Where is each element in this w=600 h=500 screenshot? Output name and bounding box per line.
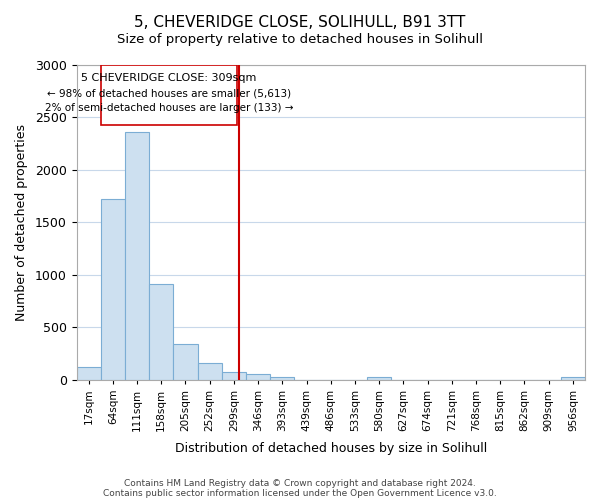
Text: Contains public sector information licensed under the Open Government Licence v3: Contains public sector information licen… [103,488,497,498]
Bar [173,344,197,380]
Bar [149,284,173,380]
Text: Contains HM Land Registry data © Crown copyright and database right 2024.: Contains HM Land Registry data © Crown c… [124,478,476,488]
Text: Size of property relative to detached houses in Solihull: Size of property relative to detached ho… [117,32,483,46]
Text: 5 CHEVERIDGE CLOSE: 309sqm: 5 CHEVERIDGE CLOSE: 309sqm [82,72,257,83]
Bar [125,132,149,380]
Bar [101,200,125,380]
X-axis label: Distribution of detached houses by size in Solihull: Distribution of detached houses by size … [175,442,487,455]
Bar [222,372,246,380]
Text: ← 98% of detached houses are smaller (5,613): ← 98% of detached houses are smaller (5,… [47,88,291,98]
Bar [246,374,270,380]
Text: 5, CHEVERIDGE CLOSE, SOLIHULL, B91 3TT: 5, CHEVERIDGE CLOSE, SOLIHULL, B91 3TT [134,15,466,30]
Bar [270,377,295,380]
Bar [77,367,101,380]
Bar [367,376,391,380]
Text: 2% of semi-detached houses are larger (133) →: 2% of semi-detached houses are larger (1… [45,104,293,114]
Y-axis label: Number of detached properties: Number of detached properties [15,124,28,321]
Bar [197,364,222,380]
FancyBboxPatch shape [101,65,237,125]
Bar [561,376,585,380]
